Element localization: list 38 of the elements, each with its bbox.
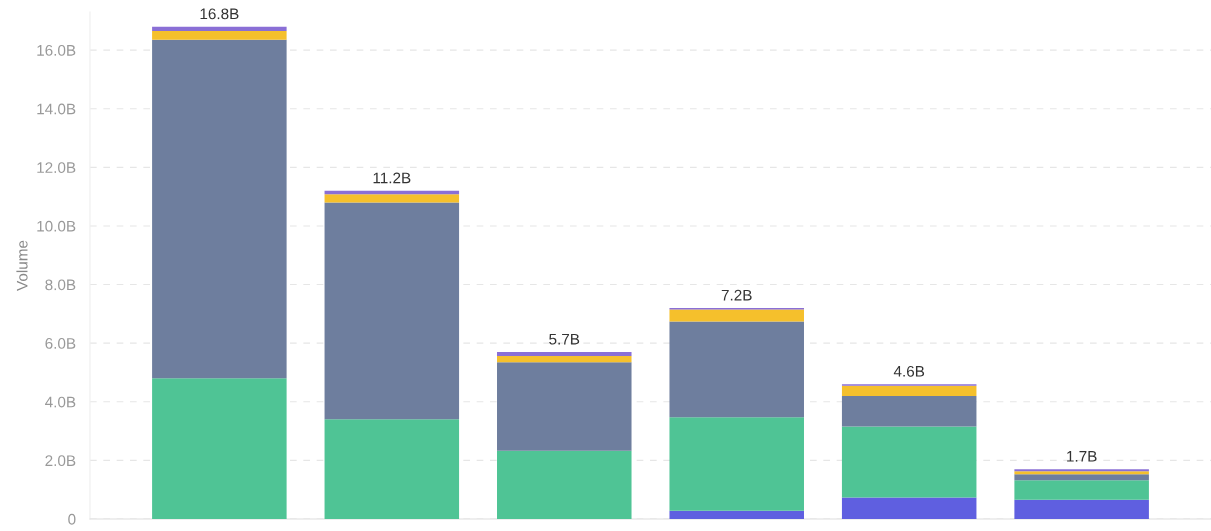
bar — [497, 351, 632, 357]
y-tick-label: 8.0B — [45, 279, 76, 291]
bar — [1014, 480, 1149, 500]
bar — [324, 194, 460, 203]
bar — [324, 419, 460, 519]
total-label: 1.7B — [1067, 451, 1097, 462]
total-label: 5.7B — [549, 333, 580, 345]
total-label: 11.2B — [373, 172, 411, 184]
bar — [841, 385, 977, 396]
bar — [1014, 499, 1149, 519]
total-label: 7.2B — [721, 289, 752, 301]
bar — [841, 497, 977, 519]
bar — [497, 450, 632, 519]
bar — [669, 309, 804, 322]
bar — [1014, 474, 1149, 481]
y-tick-label: 0 — [68, 513, 76, 525]
bar — [841, 426, 977, 498]
y-axis-title: Volume — [16, 240, 28, 291]
bar — [324, 202, 460, 420]
y-tick-label: 16.0B — [37, 44, 76, 56]
bar — [152, 39, 287, 379]
y-tick-label: 2.0B — [45, 455, 76, 467]
total-label: 16.8B — [200, 8, 239, 20]
y-tick-label: 4.0B — [45, 396, 76, 408]
y-tick-label: 14.0B — [37, 103, 76, 115]
bar — [152, 26, 287, 32]
bar — [152, 378, 287, 519]
y-tick-label: 10.0B — [37, 220, 76, 232]
y-tick-label: 12.0B — [37, 162, 76, 174]
bar — [841, 395, 977, 427]
bar — [497, 362, 632, 451]
total-label: 4.6B — [893, 365, 925, 377]
bar — [669, 510, 804, 519]
bar — [669, 321, 804, 418]
bar — [669, 417, 804, 511]
bar — [152, 31, 287, 40]
y-tick-label: 6.0B — [45, 338, 76, 349]
bar — [497, 356, 632, 363]
